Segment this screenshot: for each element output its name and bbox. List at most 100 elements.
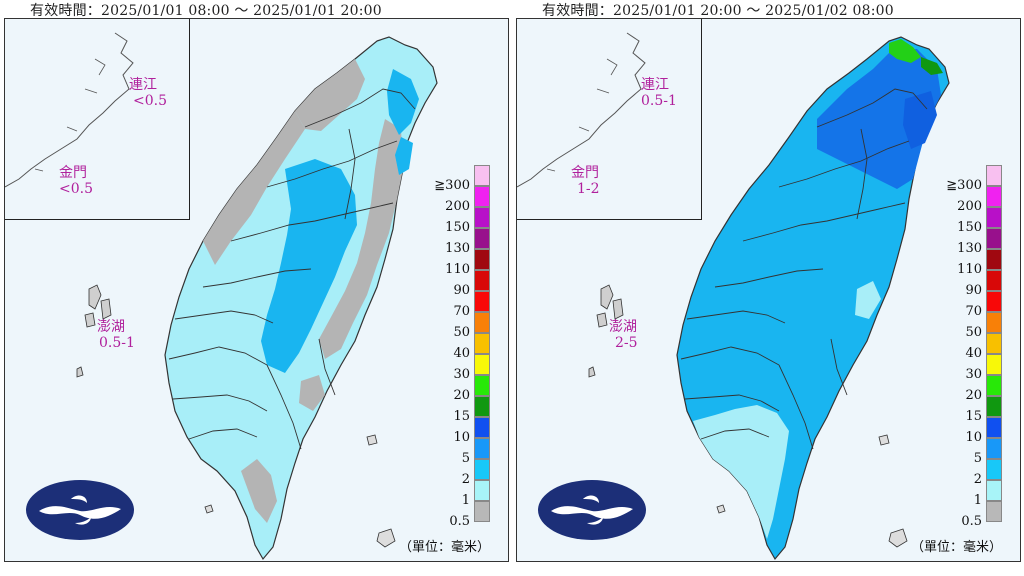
legend-swatch <box>474 291 490 312</box>
legend-swatch <box>986 501 1002 522</box>
outlying-islands-inset: 連江 <0.5 金門 <0.5 <box>5 19 190 220</box>
blue-rain-ne <box>395 137 413 175</box>
legend-swatch <box>986 186 1002 207</box>
legend-swatch <box>986 228 1002 249</box>
legend-tick: 200 <box>957 199 982 214</box>
penghu-value: 0.5-1 <box>99 335 135 351</box>
rainfall-legend: ≧300 200 150 130 110 90 70 50 40 30 20 1… <box>420 165 490 531</box>
legend-tick: 90 <box>965 283 982 298</box>
legend-tick: 40 <box>965 346 982 361</box>
blue-rain-central <box>261 159 357 373</box>
legend-swatch <box>474 375 490 396</box>
map-panel-right: 有效時間：2025/01/01 20:00 ～ 2025/01/02 08:00 <box>516 0 1021 562</box>
kinmen-name: 金門 <box>59 165 87 181</box>
legend-swatch <box>986 396 1002 417</box>
legend-swatch <box>474 186 490 207</box>
legend-tick: 50 <box>965 325 982 340</box>
legend-tick: 50 <box>453 325 470 340</box>
legend-swatch <box>474 165 490 186</box>
matsu-name: 連江 <box>129 77 157 93</box>
china-coast <box>5 32 134 188</box>
legend-tick: 15 <box>965 409 982 424</box>
china-coast <box>517 32 646 188</box>
legend-tick: 200 <box>445 199 470 214</box>
penghu-value: 2-5 <box>615 335 638 351</box>
legend-tick: ≧300 <box>434 178 470 193</box>
legend-tick: 130 <box>957 241 982 256</box>
legend-swatch <box>986 417 1002 438</box>
gray-rain-north <box>295 59 365 131</box>
valid-period-label: 有效時間：2025/01/01 08:00 ～ 2025/01/01 20:00 <box>30 3 382 19</box>
legend-tick: 150 <box>957 220 982 235</box>
kinmen-name: 金門 <box>571 165 599 181</box>
legend-swatch <box>474 354 490 375</box>
legend-swatch <box>986 354 1002 375</box>
legend-tick: 110 <box>957 262 982 277</box>
legend-swatch <box>474 249 490 270</box>
legend-tick: 20 <box>965 388 982 403</box>
map-panel-left: 有效時間：2025/01/01 08:00 ～ 2025/01/01 20:00 <box>4 0 509 562</box>
legend-swatch <box>986 270 1002 291</box>
penghu-islands <box>588 284 624 378</box>
legend-swatch <box>474 312 490 333</box>
unit-label: （單位：毫米） <box>910 540 1002 555</box>
legend-tick: 40 <box>453 346 470 361</box>
kinmen-value: 1-2 <box>577 181 600 197</box>
county-boundaries <box>168 88 416 450</box>
green-island <box>366 434 378 446</box>
penghu-name: 澎湖 <box>97 319 125 335</box>
legend-swatch <box>474 333 490 354</box>
legend-swatch <box>474 207 490 228</box>
gray-rain-east <box>319 119 403 359</box>
kinmen-value: <0.5 <box>59 181 93 197</box>
legend-tick: 10 <box>965 430 982 445</box>
legend-swatch <box>986 249 1002 270</box>
legend-swatch <box>986 438 1002 459</box>
taiwan-map <box>588 36 950 561</box>
valid-period-label: 有效時間：2025/01/01 20:00 ～ 2025/01/02 08:00 <box>542 3 894 19</box>
legend-swatch <box>474 417 490 438</box>
small-liuqiu <box>716 504 726 514</box>
rainfall-legend: ≧300 200 150 130 110 90 70 50 40 30 20 1… <box>932 165 1002 531</box>
penghu-name: 澎湖 <box>609 319 637 335</box>
cwa-logo-icon <box>538 480 646 540</box>
legend-swatch <box>986 291 1002 312</box>
legend-swatch <box>986 165 1002 186</box>
legend-tick: ≧300 <box>946 178 982 193</box>
legend-tick: 10 <box>453 430 470 445</box>
darkblue-rain-north <box>817 49 941 189</box>
legend-tick: 110 <box>445 262 470 277</box>
legend-swatch <box>474 501 490 522</box>
green-rain-tip <box>889 39 921 63</box>
county-boundaries <box>680 88 928 450</box>
legend-tick: 30 <box>965 367 982 382</box>
legend-swatch <box>986 333 1002 354</box>
gray-rain-se <box>299 375 325 411</box>
legend-tick: 0.5 <box>961 514 982 529</box>
legend-swatch <box>986 312 1002 333</box>
legend-tick: 70 <box>453 304 470 319</box>
unit-label: （單位：毫米） <box>398 540 490 555</box>
legend-tick: 2 <box>973 472 982 487</box>
matsu-value: 0.5-1 <box>641 93 677 109</box>
legend-tick: 15 <box>453 409 470 424</box>
gray-rain-west <box>203 111 305 265</box>
lightcyan-rain-east <box>855 281 881 319</box>
legend-swatch <box>474 396 490 417</box>
legend-tick: 130 <box>445 241 470 256</box>
legend-tick: 1 <box>461 493 470 508</box>
legend-tick: 5 <box>461 451 470 466</box>
gray-rain-south <box>241 459 277 523</box>
legend-swatch <box>474 270 490 291</box>
legend-tick: 2 <box>461 472 470 487</box>
legend-tick: 1 <box>973 493 982 508</box>
green-island <box>878 434 890 446</box>
legend-tick: 20 <box>453 388 470 403</box>
blue-rain-north <box>387 69 419 135</box>
legend-swatch <box>986 459 1002 480</box>
lightcyan-rain-sw <box>693 405 789 539</box>
penghu-islands <box>76 284 112 378</box>
legend-tick: 70 <box>965 304 982 319</box>
legend-swatch <box>986 480 1002 501</box>
legend-tick: 90 <box>453 283 470 298</box>
